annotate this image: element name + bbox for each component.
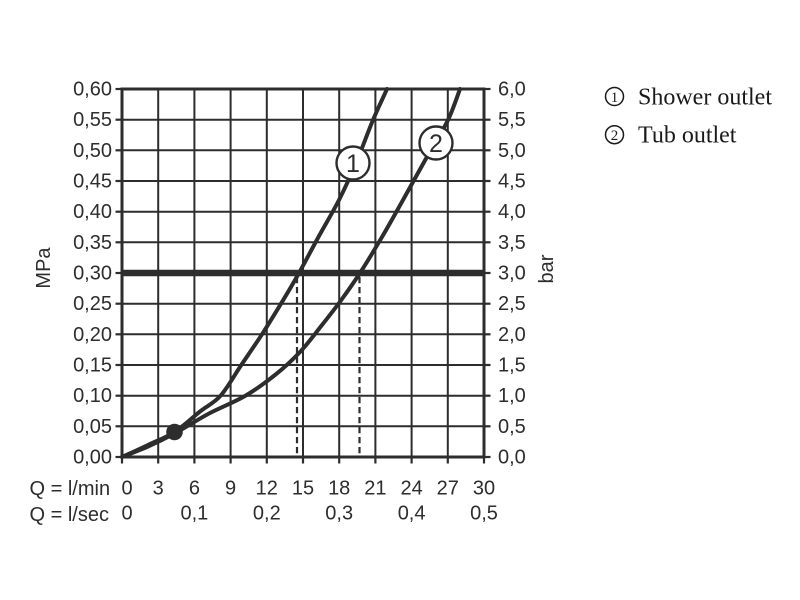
svg-text:0: 0 — [121, 503, 132, 525]
svg-text:0,5: 0,5 — [498, 416, 526, 438]
svg-text:2: 2 — [429, 130, 443, 158]
svg-text:3,0: 3,0 — [498, 263, 526, 285]
svg-text:0,10: 0,10 — [73, 385, 112, 407]
svg-text:27: 27 — [437, 478, 459, 500]
svg-text:0,00: 0,00 — [73, 447, 112, 469]
svg-text:Shower outlet: Shower outlet — [638, 85, 772, 111]
svg-text:5,5: 5,5 — [498, 109, 526, 131]
svg-text:1,5: 1,5 — [498, 355, 526, 377]
svg-text:0,55: 0,55 — [73, 109, 112, 131]
svg-text:0,25: 0,25 — [73, 293, 112, 315]
svg-text:4,5: 4,5 — [498, 171, 526, 193]
svg-text:6: 6 — [189, 478, 200, 500]
svg-text:0,1: 0,1 — [180, 503, 208, 525]
svg-text:0,0: 0,0 — [498, 447, 526, 469]
svg-text:0,3: 0,3 — [325, 503, 353, 525]
svg-text:5,0: 5,0 — [498, 140, 526, 162]
svg-text:9: 9 — [225, 478, 236, 500]
svg-text:0,20: 0,20 — [73, 324, 112, 346]
svg-text:6,0: 6,0 — [498, 79, 526, 101]
svg-text:0,50: 0,50 — [73, 140, 112, 162]
svg-text:0,30: 0,30 — [73, 263, 112, 285]
svg-text:21: 21 — [364, 478, 386, 500]
svg-text:MPa: MPa — [33, 247, 55, 289]
svg-text:0,60: 0,60 — [73, 79, 112, 101]
svg-text:0,2: 0,2 — [253, 503, 281, 525]
svg-text:2,0: 2,0 — [498, 324, 526, 346]
svg-text:12: 12 — [256, 478, 278, 500]
svg-text:Q = l/sec: Q = l/sec — [30, 504, 109, 526]
svg-text:2,5: 2,5 — [498, 293, 526, 315]
svg-text:0,05: 0,05 — [73, 416, 112, 438]
svg-text:1: 1 — [611, 90, 619, 106]
svg-text:0,40: 0,40 — [73, 201, 112, 223]
svg-text:3,5: 3,5 — [498, 232, 526, 254]
svg-text:Tub outlet: Tub outlet — [638, 123, 737, 149]
svg-text:1,0: 1,0 — [498, 385, 526, 407]
svg-text:0,15: 0,15 — [73, 355, 112, 377]
svg-text:15: 15 — [292, 478, 314, 500]
svg-text:0: 0 — [121, 478, 132, 500]
svg-text:Q = l/min: Q = l/min — [30, 478, 111, 500]
svg-text:0,4: 0,4 — [398, 503, 426, 525]
svg-text:0,45: 0,45 — [73, 171, 112, 193]
svg-text:3: 3 — [153, 478, 164, 500]
svg-text:24: 24 — [400, 478, 422, 500]
svg-text:0,35: 0,35 — [73, 232, 112, 254]
svg-text:4,0: 4,0 — [498, 201, 526, 223]
svg-text:1: 1 — [346, 150, 360, 178]
svg-text:18: 18 — [328, 478, 350, 500]
svg-text:30: 30 — [473, 478, 495, 500]
svg-text:2: 2 — [611, 128, 619, 144]
svg-text:0,5: 0,5 — [470, 503, 498, 525]
svg-text:bar: bar — [536, 254, 558, 283]
